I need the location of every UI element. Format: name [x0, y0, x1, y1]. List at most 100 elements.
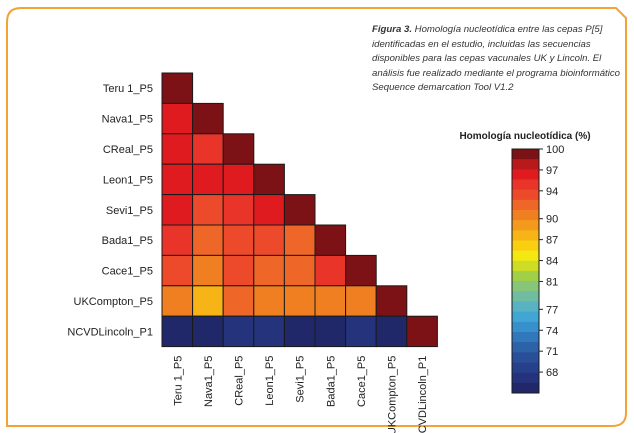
heatmap-cells [161, 72, 438, 348]
colorbar-band [512, 342, 539, 353]
heatmap-cell-cace1-p5-cace1-p5 [345, 254, 377, 287]
colorbar [511, 148, 540, 394]
column-labels: Teru 1_P5 Nava1_P5 CReal_P5 Leon1_P5 Sevi1_P… [172, 356, 429, 433]
colorbar-band [512, 281, 539, 292]
row-label-creal-p5: CReal_P5 [103, 144, 153, 156]
heatmap-cell-leon1-p5-leon1-p5 [253, 163, 285, 196]
row-label-ukcompton-p5: UKCompton_P5 [74, 296, 154, 308]
heatmap-cell-ukcompton-p5-ukcompton-p5 [375, 285, 408, 317]
heatmap-cell-sevi1-p5-teru-1-p5 [161, 194, 194, 226]
heatmap-cell-ncvdlincoln-p1-creal-p5 [222, 315, 255, 348]
colorbar-tick-label: 68 [546, 367, 558, 379]
colorbar-tick-label: 87 [546, 235, 558, 247]
colorbar-band [512, 382, 539, 394]
colorbar-band [512, 250, 539, 262]
heatmap-cell-bada1-p5-bada1-p5 [314, 224, 347, 256]
heatmap-cell-sevi1-p5-sevi1-p5 [283, 194, 316, 226]
heatmap-cell-ncvdlincoln-p1-bada1-p5 [314, 315, 347, 348]
row-label-bada1-p5: Bada1_P5 [102, 235, 153, 247]
heatmap-cell-ukcompton-p5-sevi1-p5 [283, 285, 316, 317]
heatmap-cell-leon1-p5-teru-1-p5 [161, 163, 194, 196]
heatmap-cell-leon1-p5-nava1-p5 [192, 163, 224, 196]
colorbar-band [512, 240, 539, 252]
colorbar-band [512, 352, 539, 363]
colorbar-tick-label: 100 [546, 144, 564, 156]
row-labels: Teru 1_P5 Nava1_P5 CReal_P5 Leon1_P5 Sevi1_P… [67, 83, 153, 338]
colorbar-tick-label: 84 [546, 256, 558, 268]
caption-text: Homología nucleotídica entre las cepas P… [372, 24, 620, 94]
col-label-ncvdlincoln-p1: NCVDLincoln_P1 [417, 356, 429, 433]
colorbar-tick-label: 94 [546, 186, 558, 198]
colorbar-outline [511, 148, 540, 394]
heatmap-cell-nava1-p5-nava1-p5 [192, 102, 224, 135]
row-label-leon1-p5: Leon1_P5 [103, 174, 153, 186]
heatmap-cell-ukcompton-p5-teru-1-p5 [161, 285, 194, 317]
row-label-teru-1-p5: Teru 1_P5 [103, 83, 153, 95]
colorbar-band [512, 291, 539, 302]
col-label-cace1-p5: Cace1_P5 [356, 356, 368, 407]
row-label-cace1-p5: Cace1_P5 [102, 266, 153, 278]
colorbar-tick-label: 74 [546, 325, 558, 337]
heatmap-cell-ncvdlincoln-p1-nava1-p5 [192, 315, 224, 348]
heatmap-cell-sevi1-p5-nava1-p5 [192, 194, 224, 226]
heatmap-cell-creal-p5-nava1-p5 [192, 133, 224, 165]
heatmap-cell-ncvdlincoln-p1-teru-1-p5 [161, 315, 194, 348]
colorbar-band [512, 199, 539, 211]
colorbar-band [512, 149, 539, 160]
heatmap-cell-ukcompton-p5-cace1-p5 [345, 285, 377, 317]
colorbar-band [512, 311, 539, 323]
col-label-creal-p5: CReal_P5 [234, 356, 246, 406]
heatmap-cell-ncvdlincoln-p1-sevi1-p5 [283, 315, 316, 348]
heatmap-cell-cace1-p5-bada1-p5 [314, 254, 347, 287]
colorbar-tick-label: 71 [546, 346, 558, 358]
colorbar-tick-label: 81 [546, 276, 558, 288]
heatmap-cell-bada1-p5-nava1-p5 [192, 224, 224, 256]
colorbar-tick-label: 97 [546, 165, 558, 177]
frame-border [6, 7, 627, 427]
colorbar-title: Homología nucleotídica (%) [459, 131, 590, 142]
heatmap-cell-ncvdlincoln-p1-cace1-p5 [345, 315, 377, 348]
col-label-nava1-p5: Nava1_P5 [203, 356, 215, 407]
heatmap-cell-ncvdlincoln-p1-leon1-p5 [253, 315, 285, 348]
colorbar-tick-label: 90 [546, 214, 558, 226]
heatmap-cell-ncvdlincoln-p1-ukcompton-p5 [375, 315, 408, 348]
colorbar-band [512, 332, 539, 343]
heatmap-cell-creal-p5-teru-1-p5 [161, 133, 194, 165]
colorbar-band [512, 362, 539, 374]
heatmap-cell-leon1-p5-creal-p5 [222, 163, 255, 196]
heatmap-cell-cace1-p5-nava1-p5 [192, 254, 224, 287]
colorbar-band [512, 230, 539, 241]
col-label-leon1-p5: Leon1_P5 [264, 356, 276, 406]
row-label-sevi1-p5: Sevi1_P5 [106, 205, 153, 217]
colorbar-band [512, 372, 539, 384]
heatmap-cell-bada1-p5-creal-p5 [222, 224, 255, 256]
col-label-teru-1-p5: Teru 1_P5 [172, 356, 184, 406]
row-label-ncvdlincoln-p1: NCVDLincoln_P1 [67, 326, 153, 338]
col-label-bada1-p5: Bada1_P5 [325, 356, 337, 407]
colorbar-band [512, 189, 539, 201]
heatmap-cell-sevi1-p5-creal-p5 [222, 194, 255, 226]
row-label-nava1-p5: Nava1_P5 [102, 114, 153, 126]
colorbar-band [512, 159, 539, 170]
heatmap-cell-ukcompton-p5-leon1-p5 [253, 285, 285, 317]
colorbar-ticks: 100 97 94 90 87 84 81 77 74 71 68 [539, 144, 564, 379]
heatmap-cell-bada1-p5-leon1-p5 [253, 224, 285, 256]
colorbar-band [512, 169, 539, 180]
heatmap-cell-bada1-p5-sevi1-p5 [283, 224, 316, 256]
colorbar-band [512, 179, 539, 191]
heatmap-cell-ukcompton-p5-creal-p5 [222, 285, 255, 317]
heatmap-cell-sevi1-p5-leon1-p5 [253, 194, 285, 226]
heatmap-cell-cace1-p5-teru-1-p5 [161, 254, 194, 287]
colorbar-band [512, 301, 539, 313]
heatmap-cell-cace1-p5-leon1-p5 [253, 254, 285, 287]
colorbar-band [512, 220, 539, 231]
heatmap-cell-ukcompton-p5-nava1-p5 [192, 285, 224, 317]
heatmap-cell-nava1-p5-teru-1-p5 [161, 102, 194, 135]
heatmap-cell-ncvdlincoln-p1-ncvdlincoln-p1 [406, 315, 438, 348]
heatmap-cell-cace1-p5-sevi1-p5 [283, 254, 316, 287]
colorbar-band [512, 210, 539, 221]
heatmap-cell-cace1-p5-creal-p5 [222, 254, 255, 287]
col-label-ukcompton-p5: UKCompton_P5 [387, 356, 399, 433]
